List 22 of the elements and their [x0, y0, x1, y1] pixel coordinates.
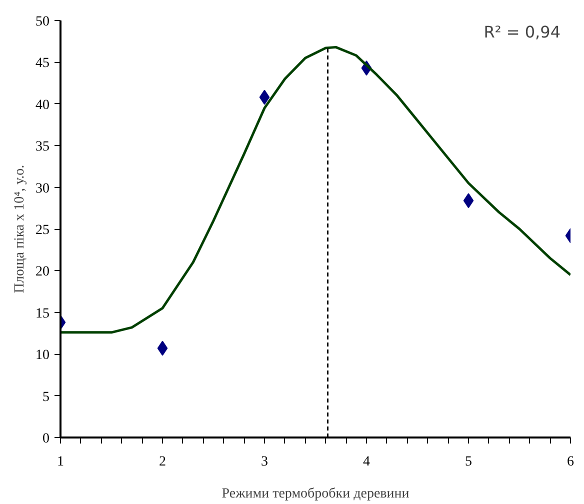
y-tick-label: 10	[36, 348, 50, 364]
x-tick-label: 3	[261, 454, 268, 470]
x-tick-label: 1	[57, 454, 64, 470]
y-tick-label: 30	[36, 181, 50, 196]
point	[259, 90, 270, 105]
y-axis-title: Площа піка х 10⁴, у.о.	[12, 164, 28, 294]
y-tick-label: 0	[42, 432, 50, 446]
y-tick-label: 25	[36, 223, 50, 238]
x-tick-label: 5	[465, 454, 472, 470]
y-tick-label: 40	[36, 98, 50, 113]
y-tick-label: 50	[36, 14, 50, 30]
y-tick-label: 15	[36, 306, 50, 322]
annotation: R² = 0,94	[484, 22, 560, 42]
y-tick-label: 45	[36, 56, 50, 72]
y-tick-label: 20	[36, 264, 50, 280]
x-axis-title: Режими термобробки деревини	[222, 486, 410, 502]
x-tick-label: 2	[159, 454, 166, 470]
y-tick-label: 35	[36, 140, 50, 155]
y-tick-label: 5	[42, 390, 50, 405]
x-tick-label: 4	[363, 454, 370, 470]
x-tick-label: 6	[567, 454, 574, 470]
line-series	[60, 46, 570, 334]
